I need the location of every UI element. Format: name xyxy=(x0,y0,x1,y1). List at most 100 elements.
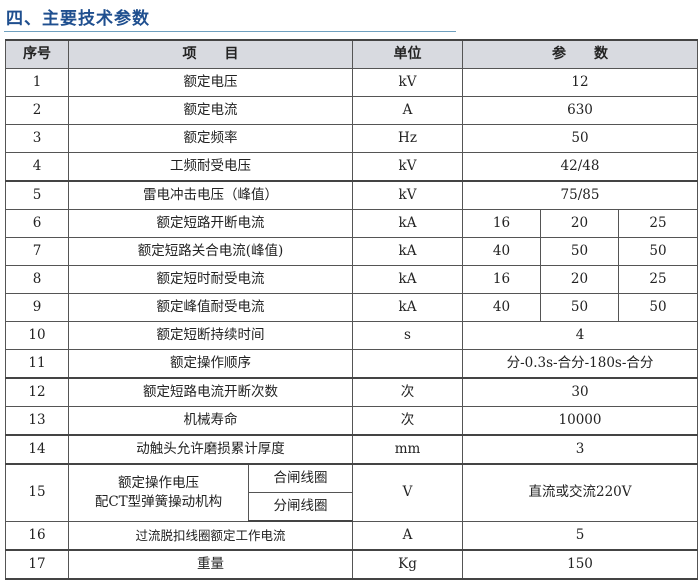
row-item: 额定电流 xyxy=(68,96,353,125)
row-value: 25 xyxy=(618,265,698,294)
header-item: 项 目 xyxy=(68,39,353,69)
table-row: 7 额定短路关合电流(峰值) kA 40 50 50 xyxy=(5,237,698,266)
row-value: 50 xyxy=(540,293,619,322)
row-number: 14 xyxy=(5,434,69,465)
row-number: 11 xyxy=(5,349,69,379)
row-item: 额定操作电压 配CT型弹簧操动机构 xyxy=(68,463,249,522)
table-row: 8 额定短时耐受电流 kA 16 20 25 xyxy=(5,265,698,294)
row-item-line2: 配CT型弹簧操动机构 xyxy=(94,493,223,510)
table-row: 1 额定电压 kV 12 xyxy=(5,68,698,97)
row-value: 直流或交流220V xyxy=(462,463,698,522)
row-value: 16 xyxy=(462,265,541,294)
row-unit: 次 xyxy=(352,406,463,436)
row-unit: A xyxy=(352,96,463,125)
row-number: 16 xyxy=(5,520,69,551)
row-subitem-open-coil: 分闸线圈 xyxy=(248,492,353,522)
row-unit: s xyxy=(352,321,463,350)
row-value: 40 xyxy=(462,293,541,322)
row-number: 12 xyxy=(5,377,69,407)
title-underline xyxy=(4,31,456,32)
row-value: 50 xyxy=(540,237,619,266)
row-unit: kA xyxy=(352,209,463,238)
table-row: 6 额定短路开断电流 kA 16 20 25 xyxy=(5,209,698,238)
row-number: 6 xyxy=(5,209,69,238)
row-value: 20 xyxy=(540,265,619,294)
row-number: 1 xyxy=(5,68,69,97)
table-row: 14 动触头允许磨损累计厚度 mm 3 xyxy=(5,434,698,465)
table-row: 12 额定短路电流开断次数次 30 xyxy=(5,377,698,407)
table-row: 9 额定峰值耐受电流 kA 40 50 50 xyxy=(5,293,698,322)
row-value: 150 xyxy=(462,549,698,580)
row-unit: 次 xyxy=(352,377,463,407)
row-number: 15 xyxy=(5,463,69,522)
row-value: 10000 xyxy=(462,406,698,436)
row-number: 3 xyxy=(5,124,69,153)
table-row: 16 过流脱扣线圈额定工作电流 A 5 xyxy=(5,520,698,551)
table-row: 2 额定电流 A 630 xyxy=(5,96,698,125)
row-value: 5 xyxy=(462,520,698,551)
row-value: 12 xyxy=(462,68,698,97)
row-unit xyxy=(352,349,463,379)
row-unit: V xyxy=(352,463,463,522)
row-unit: Kg xyxy=(352,549,463,580)
row-unit: kA xyxy=(352,237,463,266)
row-value: 630 xyxy=(462,96,698,125)
row-number: 5 xyxy=(5,180,69,210)
row-item: 额定频率 xyxy=(68,124,353,153)
row-number: 13 xyxy=(5,406,69,436)
table-row: 4 工频耐受电压 kV 42/48 xyxy=(5,152,698,182)
row-item: 额定短路开断电流 xyxy=(68,209,353,238)
row-unit: kV xyxy=(352,180,463,210)
row-item: 机械寿命 xyxy=(68,406,353,436)
table-row: 分闸线圈 xyxy=(6,492,698,522)
row-item: 过流脱扣线圈额定工作电流 xyxy=(68,520,353,551)
row-item: 工频耐受电压 xyxy=(68,152,353,182)
row-value: 4 xyxy=(462,321,698,350)
spec-table: 序号 项 目 单位 参 数 1 额定电压 kV 12 2 额定电流 A 630 3 额定频率 Hz 5… xyxy=(5,39,698,580)
table-row: 5 雷电冲击电压（峰值） kV 75/85 xyxy=(5,180,698,210)
table-row: 17 重量 Kg 150 xyxy=(5,549,698,580)
row-unit: Hz xyxy=(352,124,463,153)
header-unit: 单位 xyxy=(352,39,463,69)
row-item: 额定短断持续时间 xyxy=(68,321,353,350)
row-value: 3 xyxy=(462,434,698,465)
table-row: 3 额定频率 Hz 50 xyxy=(5,124,698,153)
row-unit: kV xyxy=(352,68,463,97)
row-value: 30 xyxy=(462,377,698,407)
row-item: 额定操作顺序 xyxy=(68,349,353,379)
row-number: 4 xyxy=(5,152,69,182)
section-title: 四、主要技术参数 xyxy=(6,9,150,29)
row-number: 8 xyxy=(5,265,69,294)
row-item: 雷电冲击电压（峰值） xyxy=(68,180,353,210)
row-unit: A xyxy=(352,520,463,551)
row-value: 25 xyxy=(618,209,698,238)
row-item: 重量 xyxy=(68,549,353,580)
row-unit: kA xyxy=(352,265,463,294)
row-number: 7 xyxy=(5,237,69,266)
row-item: 额定短路关合电流(峰值) xyxy=(68,237,353,266)
row-unit: kV xyxy=(352,152,463,182)
header-no: 序号 xyxy=(5,39,69,69)
row-unit: mm xyxy=(352,434,463,465)
row-subitem-close-coil: 合闸线圈 xyxy=(248,463,353,493)
table-header: 序号 项 目 单位 参 数 xyxy=(5,39,698,69)
row-value: 分-0.3s-合分-180s-合分 xyxy=(462,349,698,379)
row-item: 额定峰值耐受电流 xyxy=(68,293,353,322)
row-number: 9 xyxy=(5,293,69,322)
header-params: 参 数 xyxy=(462,39,698,69)
table-row: 13 机械寿命次 10000 xyxy=(5,406,698,436)
row-item: 额定电压 xyxy=(68,68,353,97)
row-number: 17 xyxy=(5,549,69,580)
row-value: 50 xyxy=(618,237,698,266)
row-value: 40 xyxy=(462,237,541,266)
row-value: 20 xyxy=(540,209,619,238)
row-value: 50 xyxy=(462,124,698,153)
row-unit: kA xyxy=(352,293,463,322)
row-item: 动触头允许磨损累计厚度 xyxy=(68,434,353,465)
row-number: 10 xyxy=(5,321,69,350)
row-value: 16 xyxy=(462,209,541,238)
table-row: 10 额定短断持续时间 s 4 xyxy=(5,321,698,350)
row-value: 75/85 xyxy=(462,180,698,210)
row-value: 42/48 xyxy=(462,152,698,182)
table-row: 15 额定操作电压 配CT型弹簧操动机构 合闸线圈 V 直流或交流220V xyxy=(5,463,698,522)
